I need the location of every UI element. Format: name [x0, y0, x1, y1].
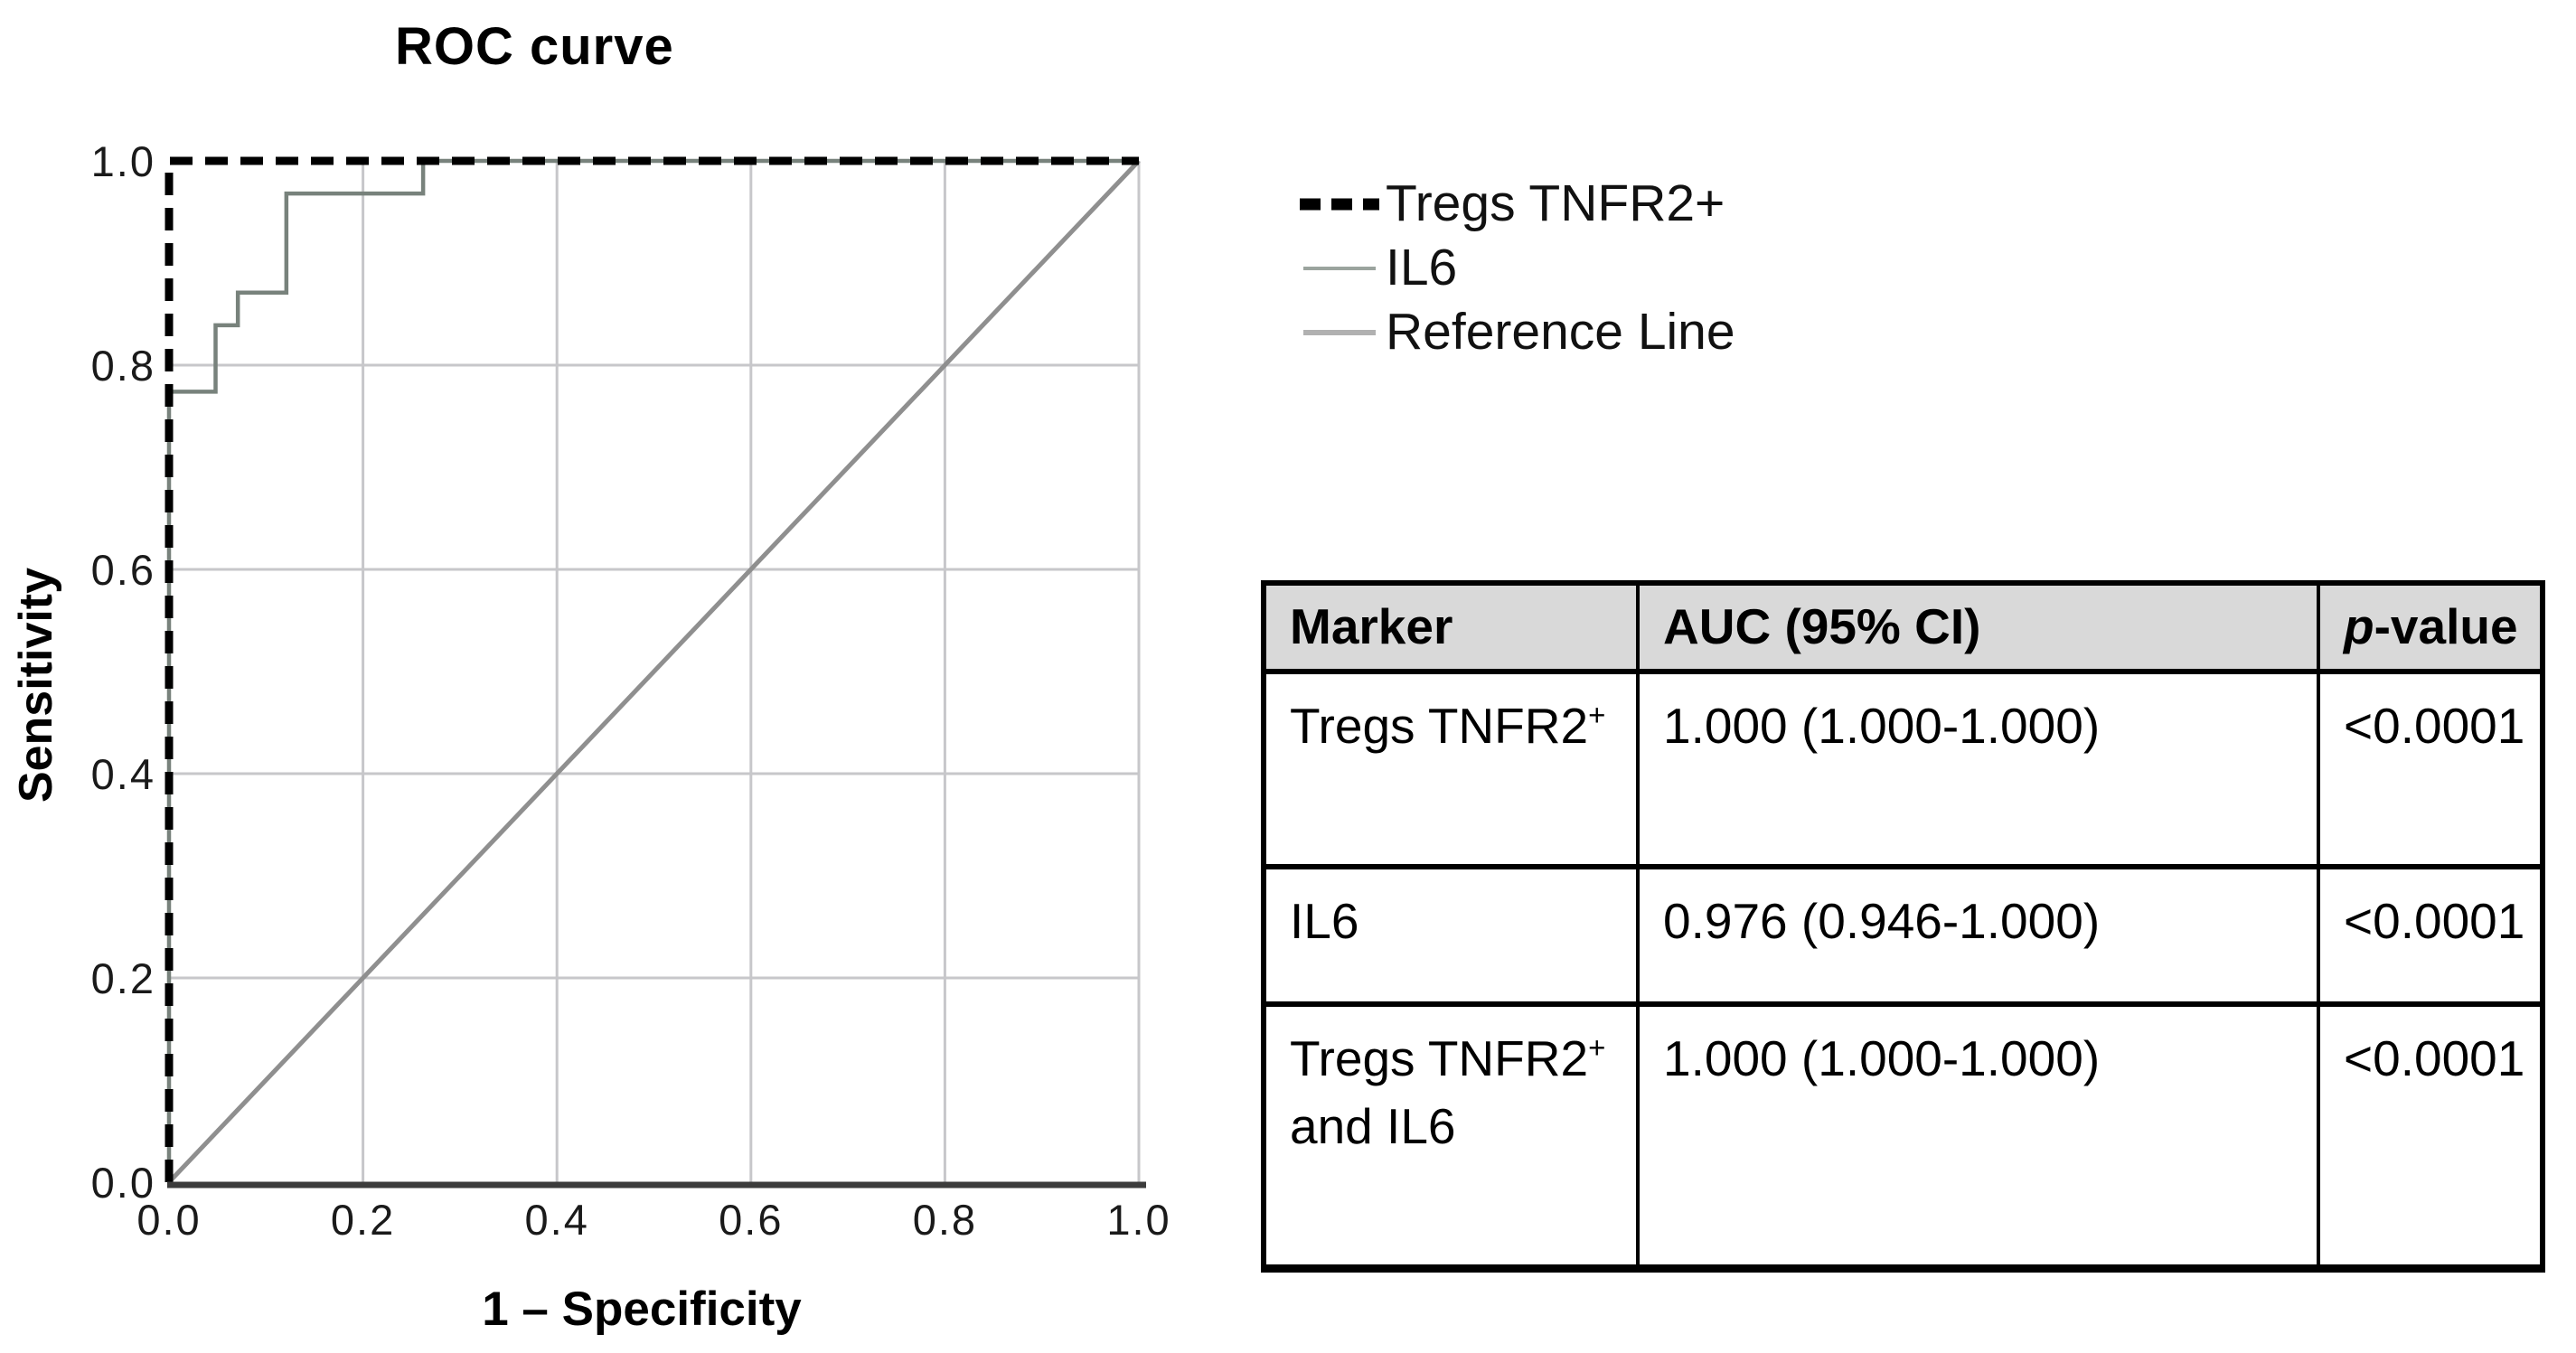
- solid-line-swatch-icon: [1303, 266, 1376, 270]
- y-tick-label: 1.0: [90, 137, 155, 185]
- header-marker: Marker: [1262, 579, 1640, 675]
- x-tick-label: 0.0: [136, 1196, 202, 1244]
- y-tick-label: 0.0: [90, 1159, 155, 1207]
- x-tick-label: 0.2: [330, 1196, 396, 1244]
- cell-p-value: <0.0001: [2317, 1001, 2544, 1273]
- chart-title: ROC curve: [395, 17, 674, 76]
- legend-item-reference-line: Reference Line: [1300, 300, 1735, 364]
- y-tick-label: 0.2: [90, 954, 155, 1002]
- x-axis-label: 1 – Specificity: [482, 1283, 802, 1336]
- cell-marker: IL6: [1262, 864, 1640, 1008]
- y-tick-label: 0.4: [90, 750, 155, 798]
- roc-plot-canvas: [165, 156, 1146, 1189]
- cell-auc: 1.000 (1.000-1.000): [1636, 669, 2320, 870]
- legend-item-tregs-tnfr2: Tregs TNFR2+: [1300, 172, 1735, 236]
- y-tick-label: 0.8: [90, 342, 155, 390]
- cell-auc: 0.976 (0.946-1.000): [1636, 864, 2320, 1008]
- y-tick-label: 0.6: [90, 546, 155, 594]
- header-p-value: p-value: [2317, 579, 2544, 675]
- y-axis-label: Sensitivity: [10, 567, 62, 803]
- x-tick-label: 0.8: [912, 1196, 978, 1244]
- cell-p-value: <0.0001: [2317, 669, 2544, 870]
- roc-plot: 0.0 0.2 0.4 0.6 0.8 1.0 0.0 0.2 0.4 0.6 0.8 1.0: [91, 140, 1170, 1241]
- dashed-line-swatch-icon: [1300, 198, 1379, 210]
- chart-legend: Tregs TNFR2+ IL6 Reference Line: [1300, 172, 1735, 364]
- x-tick-label: 0.4: [524, 1196, 589, 1244]
- solid-line-swatch-icon: [1303, 329, 1376, 335]
- table-row: Tregs TNFR2+ 1.000 (1.000-1.000) <0.0001: [1262, 669, 2544, 870]
- x-tick-label: 1.0: [1106, 1196, 1171, 1244]
- table-row: Tregs TNFR2+ and IL6 1.000 (1.000-1.000)…: [1262, 1001, 2544, 1273]
- table-row: IL6 0.976 (0.946-1.000) <0.0001: [1262, 864, 2544, 1008]
- cell-marker: Tregs TNFR2+: [1262, 669, 1640, 870]
- x-tick-label: 0.6: [719, 1196, 784, 1244]
- cell-auc: 1.000 (1.000-1.000): [1636, 1001, 2320, 1273]
- table-header-row: Marker AUC (95% CI) p-value: [1262, 579, 2544, 675]
- cell-p-value: <0.0001: [2317, 864, 2544, 1008]
- legend-label: IL6: [1386, 239, 1458, 296]
- auc-results-table: Marker AUC (95% CI) p-value Tregs TNFR2+…: [1261, 579, 2545, 1273]
- legend-item-il6: IL6: [1300, 236, 1735, 300]
- header-auc: AUC (95% CI): [1636, 579, 2320, 675]
- cell-marker: Tregs TNFR2+ and IL6: [1262, 1001, 1640, 1273]
- legend-label: Tregs TNFR2+: [1386, 174, 1725, 232]
- legend-label: Reference Line: [1386, 303, 1735, 361]
